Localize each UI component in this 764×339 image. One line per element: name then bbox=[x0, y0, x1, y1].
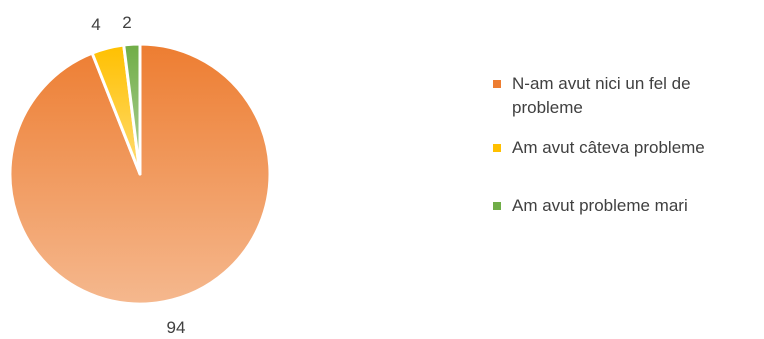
data-label-slice-2: 4 bbox=[91, 15, 100, 34]
legend-label-big-problems: Am avut probleme mari bbox=[512, 196, 688, 215]
data-label-slice-3: 2 bbox=[122, 13, 131, 32]
legend-swatch-green bbox=[493, 202, 501, 210]
legend-item-big-problems: Am avut probleme mari bbox=[493, 194, 761, 218]
legend-label-no-problems: N-am avut nici un fel de probleme bbox=[512, 74, 691, 117]
legend-swatch-yellow bbox=[493, 144, 501, 152]
pie-slices bbox=[8, 42, 272, 306]
pie-slice-3 bbox=[122, 42, 142, 176]
legend-swatch-orange bbox=[493, 80, 501, 88]
chart-legend: N-am avut nici un fel de probleme Am avu… bbox=[493, 72, 761, 218]
data-label-slice-1: 94 bbox=[167, 318, 186, 337]
legend-item-some-problems: Am avut câteva probleme bbox=[493, 136, 761, 160]
legend-item-no-problems: N-am avut nici un fel de probleme bbox=[493, 72, 761, 120]
legend-label-some-problems: Am avut câteva probleme bbox=[512, 138, 705, 157]
pie-data-labels: 94 4 2 bbox=[91, 13, 185, 337]
